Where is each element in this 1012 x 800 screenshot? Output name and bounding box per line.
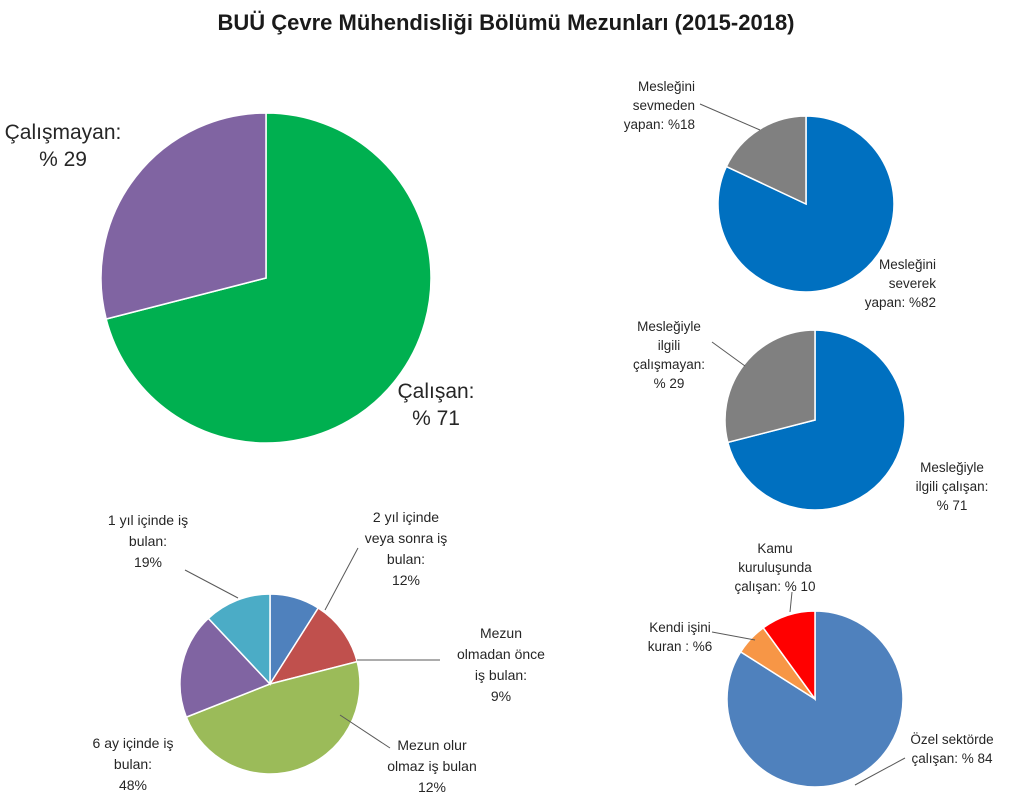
figure-title: BUÜ Çevre Mühendisliği Bölümü Mezunları …: [217, 10, 795, 35]
slice-label-mezun-once: Mezun olmadan önce iş bulan: 9%: [457, 625, 545, 704]
slice-label-bir-yil: 1 yıl içinde iş bulan: 19%: [108, 512, 188, 570]
slice-label-iki-yil: 2 yıl içinde veya sonra iş bulan: 12%: [365, 509, 447, 588]
pie-chart-1: Çalışan:% 71 Çalışmayan:% 29: [5, 112, 475, 444]
pie-slice-calismayan: [100, 112, 267, 320]
leader-line-ilgisiz: [711, 341, 746, 367]
pie-chart-5: Özel sektörde çalışan: % 84 Kendi işini kur…: [648, 541, 994, 788]
pie-slice-mezun-olur: [268, 606, 359, 686]
slice-label-calismayan: Çalışmayan:% 29: [5, 121, 122, 171]
slice-label-sevmeden: Mesleğini sevmeden yapan: %18: [624, 79, 695, 132]
slice-label-kamu: Kamu kuruluşunda çalışan: % 10: [734, 541, 815, 594]
slice-label-ilgili: Mesleğiyle ilgili çalışan:% 71: [916, 460, 989, 513]
pie-slice-calisan: [105, 112, 432, 444]
slice-label-ilgisiz: Mesleğiyle ilgili çalışmayan:% 29: [633, 319, 705, 391]
leader-line-sevmeden: [699, 103, 761, 131]
slice-label-ozel: Özel sektörde çalışan: % 84: [910, 732, 993, 766]
slice-label-mezun-olur: Mezun olur olmaz iş bulan 12%: [387, 737, 477, 795]
leader-line-ozel: [854, 757, 906, 786]
pie-chart-4: Mezun olmadan önce iş bulan: 9% Mezun olur ol…: [93, 509, 546, 795]
pie-slice-ilgili: [726, 329, 906, 511]
leader-line-mezun-olur: [339, 714, 391, 749]
slice-label-severek: Mesleğini severek yapan: %82: [865, 257, 937, 310]
leader-line-iki-yil: [324, 547, 359, 611]
pie-slice-iki-yil: [207, 593, 271, 686]
pie-chart-2: Mesleğini severek yapan: %82 Mesleğini sevme…: [624, 79, 937, 310]
pie-chart-3: Mesleğiyle ilgili çalışan:% 71 Mesleğiyle i…: [633, 319, 988, 513]
pie-slice-alti-ay: [185, 660, 361, 775]
slice-label-alti-ay: 6 ay içinde iş bulan: 48%: [93, 735, 174, 793]
slice-label-calisan: Çalışan:% 71: [397, 380, 474, 430]
leader-line-kendi-isi: [711, 631, 756, 641]
pie-slice-kamu: [762, 610, 816, 702]
pie-slice-severek: [717, 115, 895, 293]
leader-line-kamu: [789, 591, 793, 613]
pie-slice-bir-yil: [179, 617, 272, 719]
leader-line-bir-yil: [184, 569, 239, 599]
slice-label-kendi-isi: Kendi işini kuran : %6: [648, 620, 713, 654]
